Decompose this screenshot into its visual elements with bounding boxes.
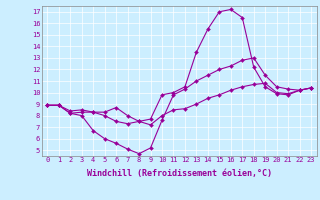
X-axis label: Windchill (Refroidissement éolien,°C): Windchill (Refroidissement éolien,°C) [87,169,272,178]
